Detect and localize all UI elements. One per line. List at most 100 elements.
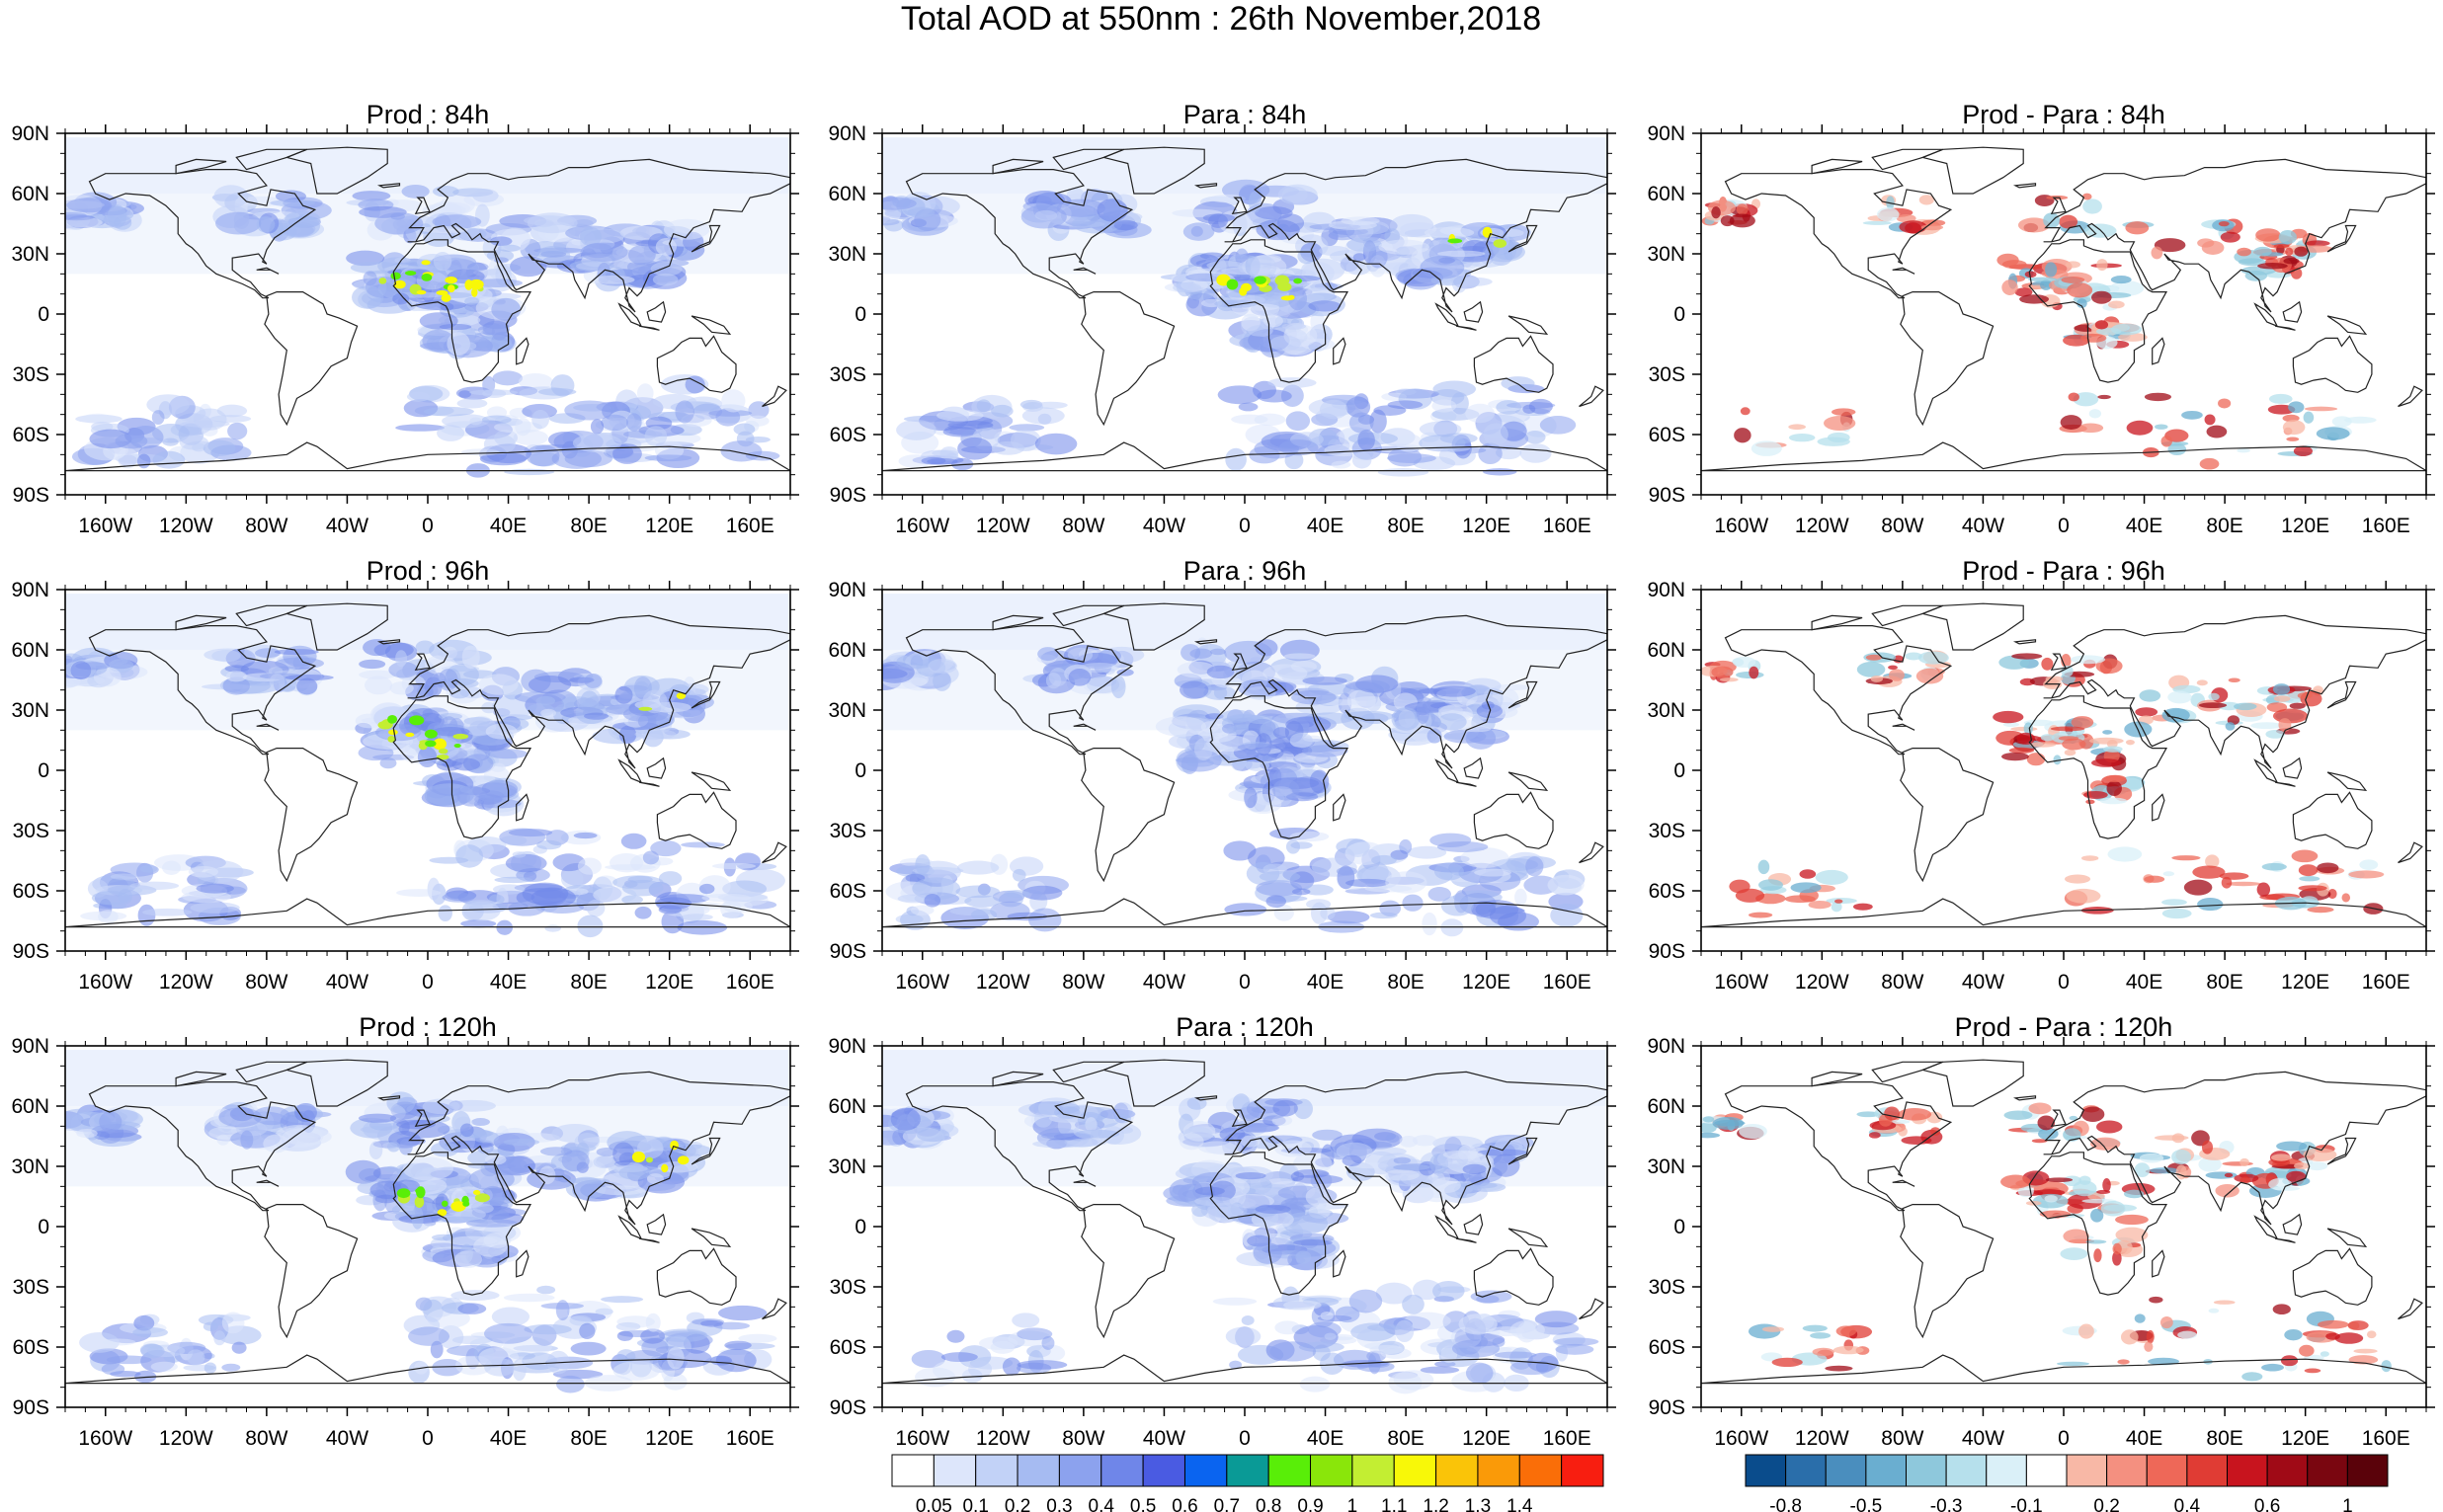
lon-label: 40E: [2126, 971, 2162, 994]
difference-patch: [1815, 869, 1848, 885]
coastline: [376, 1095, 401, 1101]
aod-patch: [1269, 1341, 1317, 1362]
aod-patch: [437, 425, 465, 441]
aod-patch: [395, 424, 445, 432]
coastline: [2398, 385, 2423, 408]
difference-patch: [2208, 692, 2220, 701]
difference-patch: [2359, 859, 2379, 870]
aod-patch: [1267, 377, 1317, 389]
aod-patch: [294, 1102, 317, 1123]
aod-patch: [1034, 433, 1078, 455]
aod-patch: [1308, 300, 1342, 312]
aod-patch: [65, 655, 73, 664]
aod-high-spot: [1447, 238, 1463, 244]
aod-patch: [1257, 389, 1292, 403]
lon-label: 80W: [245, 515, 287, 537]
coastline: [1455, 325, 1477, 331]
aod-patch: [1224, 640, 1272, 665]
difference-patch: [2348, 870, 2385, 879]
aod-patch: [518, 372, 553, 391]
aod-patch: [1456, 277, 1493, 286]
coastline: [264, 1204, 359, 1339]
aod-high-spot: [468, 279, 484, 290]
aod-patch: [991, 440, 1025, 455]
coastline: [407, 158, 790, 313]
difference-patch: [2192, 865, 2226, 879]
difference-patch: [2045, 262, 2058, 278]
aod-patch: [1519, 443, 1552, 463]
difference-patch: [1711, 206, 1721, 219]
difference-patch: [2220, 231, 2240, 243]
lat-label: 60N: [11, 183, 49, 205]
coastline: [646, 300, 667, 323]
lat-label: 0: [38, 1216, 49, 1238]
aod-patch: [1431, 399, 1457, 413]
coastline: [1920, 146, 2024, 195]
difference-patch: [2109, 280, 2145, 296]
aod-patch: [1278, 439, 1319, 456]
aod-patch: [955, 885, 1001, 899]
aod-patch: [1383, 1169, 1420, 1181]
aod-patch: [680, 914, 713, 921]
difference-patch: [2135, 707, 2158, 717]
aod-patch: [659, 894, 710, 904]
aod-patch: [1357, 429, 1375, 451]
difference-patch: [2103, 746, 2123, 753]
difference-patch: [2273, 695, 2291, 702]
aod-patch: [1309, 769, 1330, 794]
aod-patch: [1280, 746, 1305, 755]
difference-patch: [2303, 411, 2315, 424]
coastline: [1920, 602, 2024, 651]
difference-patch: [2257, 262, 2288, 270]
lon-label: 40E: [490, 515, 527, 537]
aod-patch: [1208, 213, 1228, 228]
difference-patch: [2282, 420, 2306, 436]
lat-label: 60S: [830, 1336, 866, 1359]
difference-patch: [2327, 888, 2337, 900]
aod-patch: [1534, 1311, 1578, 1328]
aod-patch: [1319, 399, 1348, 420]
aod-patch: [152, 450, 186, 469]
coastline: [65, 898, 790, 928]
coastline: [1193, 1095, 1218, 1101]
aod-high-spot: [462, 1201, 470, 1207]
aod-patch: [628, 245, 656, 266]
aod-patch: [285, 210, 321, 228]
aod-patch: [1280, 384, 1304, 407]
difference-patch: [2218, 398, 2232, 409]
aod-patch: [909, 677, 928, 686]
lon-label: 40W: [326, 1427, 368, 1450]
coastline: [516, 793, 529, 822]
aod-patch: [505, 853, 547, 873]
coastline: [1507, 1137, 1538, 1165]
difference-patch: [2255, 228, 2281, 242]
aod-high-spot: [387, 736, 395, 743]
lat-label: 60S: [830, 880, 866, 903]
difference-patch: [2041, 657, 2054, 671]
aod-patch: [478, 674, 519, 695]
lon-label: 160W: [78, 971, 132, 994]
aod-patch: [1377, 468, 1429, 477]
lon-label: 0: [422, 971, 434, 994]
difference-patch: [2097, 394, 2111, 400]
coastline: [1473, 1247, 1554, 1306]
lon-label: 80E: [1387, 971, 1424, 994]
aod-band: [65, 1050, 790, 1106]
lat-label: 60N: [828, 639, 866, 662]
aod-patch: [188, 865, 218, 878]
coastline: [691, 1137, 721, 1165]
aod-patch: [222, 676, 250, 695]
aod-patch: [503, 1293, 555, 1303]
aod-high-spot: [676, 692, 687, 699]
difference-patch: [2139, 689, 2161, 702]
coastline: [65, 1354, 790, 1385]
aod-patch: [1249, 445, 1280, 464]
aod-patch: [1420, 255, 1465, 279]
lat-label: 60S: [1649, 880, 1685, 903]
aod-patch: [107, 204, 127, 229]
aod-patch: [646, 1173, 664, 1185]
aod-patch: [1301, 745, 1348, 757]
aod-patch: [1312, 1129, 1343, 1141]
lon-label: 160E: [1543, 971, 1591, 994]
